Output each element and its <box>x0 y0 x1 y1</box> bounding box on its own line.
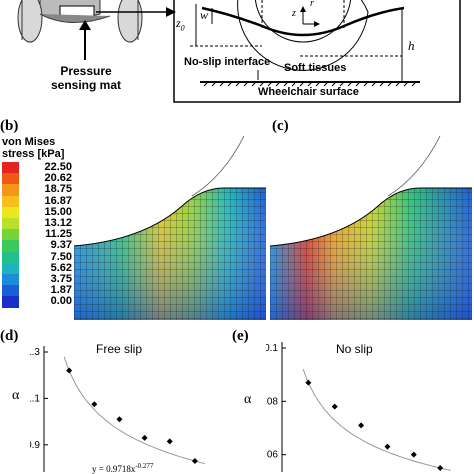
symbol-z0-sub: 0 <box>180 23 185 33</box>
fe-mesh-free-slip <box>73 135 266 320</box>
fe-mesh-free-slip-svg <box>73 135 266 320</box>
legend-swatch <box>2 184 19 197</box>
legend-entry: 18.75 <box>2 183 74 197</box>
symbol-z0: z0 <box>176 16 185 32</box>
fe-mesh-no-slip-svg <box>269 135 472 320</box>
legend-entry: 11.25 <box>2 228 74 242</box>
symbol-h: h <box>408 38 415 53</box>
schematic-drawing <box>17 0 461 103</box>
wheelchair-surface-label: Wheelchair surface <box>258 86 359 98</box>
data-point <box>166 438 173 445</box>
data-point <box>410 451 417 458</box>
panel-c-label: (c) <box>272 118 289 134</box>
legend-entry: 0.00 <box>2 295 74 309</box>
free-slip-plot: 1.3 1.1 0.9 <box>30 346 206 472</box>
legend-entry: 1.87 <box>2 284 74 298</box>
pressure-mat-label-line1: Pressure <box>60 64 112 78</box>
y-tick-label: 0.06 <box>266 450 278 461</box>
symbol-w: w <box>200 8 209 22</box>
legend-value: 3.75 <box>50 273 72 285</box>
y-tick-label: 0.1 <box>266 343 278 354</box>
fe-mesh-no-slip <box>269 135 472 320</box>
legend-value: 1.87 <box>50 284 72 297</box>
legend-value: 11.25 <box>45 228 72 241</box>
legend-swatch <box>2 240 19 253</box>
no-slip-interface-label: No-slip interface <box>184 56 271 68</box>
legend-swatch <box>2 162 19 174</box>
fit-curve <box>63 356 206 465</box>
y-tick-label: 0.08 <box>266 396 278 407</box>
y-tick-label: 0.9 <box>30 440 40 451</box>
legend-value: 9.37 <box>50 239 72 252</box>
free-slip-equation-base: y = 0.9718x <box>92 464 136 474</box>
legend-value: 18.75 <box>44 183 72 196</box>
stress-legend: von Mises stress [kPa] 22.50 20.62 18.75 16… <box>2 136 76 316</box>
symbol-z: z <box>292 8 296 19</box>
legend-value: 15.00 <box>44 205 72 218</box>
no-slip-plot: 0.1 0.08 0.06 <box>266 342 451 472</box>
legend-rows: 22.50 20.62 18.75 16.87 15.00 13.12 11.25 9.37 7… <box>2 161 76 322</box>
legend-swatch <box>2 218 19 230</box>
data-point <box>331 403 338 410</box>
fit-curve <box>302 368 451 471</box>
legend-value: 20.62 <box>44 172 72 185</box>
legend-swatch <box>2 251 19 264</box>
legend-value: 16.87 <box>44 194 72 207</box>
legend-swatch <box>2 262 19 275</box>
soft-tissues-label: Soft tissues <box>284 62 347 74</box>
legend-swatch <box>2 195 19 208</box>
detail-box <box>173 0 461 103</box>
legend-value: 13.12 <box>44 217 72 229</box>
data-point <box>141 434 148 441</box>
legend-value: 7.50 <box>50 250 72 263</box>
data-point <box>358 422 365 429</box>
panel-b-label: (b) <box>0 118 19 134</box>
legend-entry: 20.62 <box>2 172 74 186</box>
legend-swatch <box>2 173 19 186</box>
pressure-mat-label-line2: sensing mat <box>50 78 122 92</box>
legend-entry: 15.00 <box>2 205 74 219</box>
legend-swatch <box>2 296 19 309</box>
symbol-z0-base: z <box>176 16 181 30</box>
legend-title: von Mises stress [kPa] <box>2 136 76 160</box>
no-slip-ylabel: α <box>244 392 252 407</box>
legend-entry: 22.50 <box>2 161 74 174</box>
wheelchair-sketch <box>17 0 143 43</box>
legend-title-line2: stress [kPa] <box>2 148 65 160</box>
y-tick-label: 1.3 <box>30 347 40 358</box>
legend-entry: 9.37 <box>2 239 74 253</box>
symbol-r: r <box>310 0 314 9</box>
legend-entry: 13.12 <box>2 217 74 230</box>
legend-swatch <box>2 285 19 298</box>
data-point <box>66 367 73 374</box>
data-point <box>437 465 444 471</box>
legend-entry: 5.62 <box>2 261 74 275</box>
pressure-mat-label: Pressure sensing mat <box>40 64 132 92</box>
data-point <box>191 458 198 465</box>
free-slip-ylabel: α <box>12 388 20 403</box>
legend-entry: 16.87 <box>2 194 74 208</box>
panel-d-label: (d) <box>0 328 19 344</box>
schematic-figure: Pressure sensing mat z0 w z r h No-slip … <box>0 0 474 110</box>
legend-swatch <box>2 229 19 242</box>
data-point <box>305 379 312 386</box>
data-point <box>91 401 98 408</box>
data-point <box>384 443 391 450</box>
legend-entry: 7.50 <box>2 250 74 264</box>
legend-swatch <box>2 206 19 219</box>
y-tick-label: 1.1 <box>30 393 40 404</box>
legend-title-line1: von Mises <box>2 136 56 148</box>
free-slip-title: Free slip <box>96 342 143 356</box>
legend-swatch <box>2 274 19 286</box>
no-slip-title: No slip <box>336 342 373 356</box>
free-slip-equation: y = 0.9718x-0.277 <box>92 462 153 474</box>
legend-value: 22.50 <box>44 161 72 173</box>
data-point <box>116 416 123 423</box>
legend-entry: 3.75 <box>2 273 74 286</box>
legend-value: 0.00 <box>50 295 72 308</box>
panel-e-label: (e) <box>232 328 249 344</box>
legend-value: 5.62 <box>50 261 72 274</box>
free-slip-equation-exp: -0.277 <box>135 462 154 470</box>
